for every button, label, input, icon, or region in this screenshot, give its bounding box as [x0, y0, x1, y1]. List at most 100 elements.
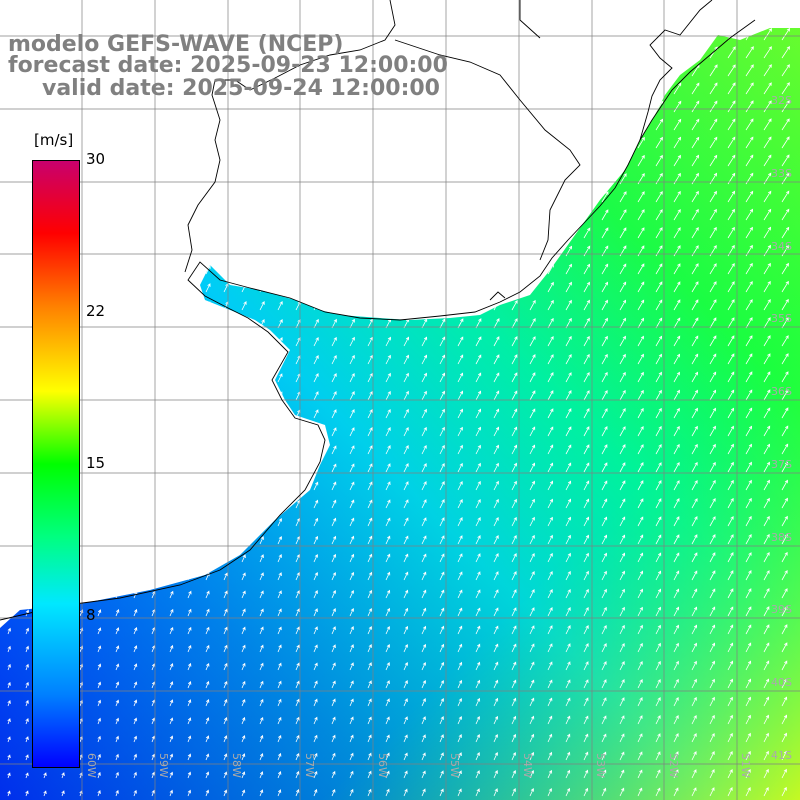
- wind-arrow: [691, 118, 700, 131]
- wind-arrow: [421, 463, 427, 473]
- wind-arrow: [655, 769, 661, 779]
- wind-arrow: [295, 608, 300, 617]
- wind-arrow: [439, 191, 446, 203]
- wind-arrow: [691, 82, 700, 95]
- wind-arrow: [223, 481, 228, 491]
- wind-arrow: [331, 318, 337, 329]
- wind-arrow: [421, 264, 428, 275]
- wind-arrow: [25, 211, 31, 221]
- wind-arrow: [529, 733, 535, 743]
- wind-arrow: [367, 481, 373, 491]
- wind-arrow: [7, 663, 11, 671]
- wind-arrow: [25, 464, 30, 473]
- wind-arrow: [169, 500, 174, 509]
- wind-arrow: [25, 699, 29, 707]
- wind-arrow: [673, 371, 680, 383]
- wind-arrow: [241, 373, 247, 383]
- wind-arrow: [349, 336, 355, 347]
- wind-arrow: [781, 407, 789, 419]
- wind-arrow: [223, 680, 228, 689]
- wind-arrow: [223, 590, 228, 599]
- wind-arrow: [367, 409, 373, 419]
- wind-arrow: [475, 354, 482, 365]
- wind-arrow: [709, 263, 717, 275]
- wind-arrow: [277, 680, 282, 689]
- wind-arrow: [637, 588, 643, 599]
- wind-arrow: [565, 462, 572, 473]
- wind-arrow: [529, 209, 537, 221]
- wind-arrow: [115, 735, 119, 743]
- wind-arrow: [781, 262, 789, 275]
- wind-arrow: [781, 154, 790, 167]
- wind-arrow: [115, 138, 121, 149]
- wind-arrow: [97, 790, 101, 797]
- wind-arrow: [709, 479, 716, 491]
- wind-arrow: [169, 373, 175, 383]
- wind-arrow: [529, 715, 535, 725]
- wind-arrow: [205, 789, 210, 797]
- wind-arrow: [583, 155, 591, 167]
- wind-arrow: [565, 534, 571, 545]
- wind-arrow: [547, 390, 554, 401]
- wind-arrow: [547, 46, 555, 59]
- wind-arrow: [619, 570, 625, 581]
- wind-arrow: [673, 552, 680, 563]
- wind-arrow: [187, 789, 191, 797]
- wind-arrow: [529, 336, 536, 347]
- wind-arrow: [673, 190, 681, 203]
- wind-arrow: [385, 770, 390, 779]
- wind-arrow: [439, 372, 445, 383]
- wind-arrow: [133, 789, 137, 797]
- wind-arrow: [547, 119, 555, 131]
- wind-arrow: [691, 353, 699, 365]
- wind-arrow: [259, 264, 265, 275]
- wind-arrow: [781, 678, 788, 689]
- wind-arrow: [313, 517, 319, 527]
- wind-arrow: [25, 302, 30, 311]
- wind-arrow: [781, 461, 789, 473]
- wind-arrow: [259, 608, 264, 617]
- wind-arrow: [745, 570, 752, 581]
- wind-arrow: [583, 245, 591, 257]
- wind-arrow: [511, 534, 517, 545]
- wind-arrow: [727, 732, 733, 743]
- wind-arrow: [475, 227, 482, 239]
- wind-arrow: [511, 769, 516, 779]
- wind-arrow: [25, 754, 29, 761]
- wind-arrow: [583, 353, 590, 365]
- wind-arrow: [727, 552, 734, 563]
- wind-arrow: [727, 353, 735, 365]
- wind-arrow: [781, 425, 789, 437]
- wind-arrow: [403, 553, 409, 563]
- wind-arrow: [187, 662, 192, 671]
- wind-arrow: [241, 264, 247, 275]
- wind-arrow: [169, 174, 175, 185]
- colorbar-scale: [32, 160, 80, 768]
- wind-arrow: [745, 317, 753, 329]
- wind-arrow: [385, 228, 392, 239]
- wind-arrow: [331, 391, 337, 401]
- wind-arrow: [61, 121, 67, 131]
- wind-arrow: [7, 591, 12, 599]
- wind-arrow: [439, 83, 447, 95]
- wind-arrow: [403, 445, 409, 455]
- wind-arrow: [619, 371, 626, 383]
- wind-arrow: [583, 534, 589, 545]
- wind-arrow: [421, 770, 426, 779]
- wind-arrow: [709, 317, 717, 329]
- wind-arrow: [583, 769, 589, 779]
- wind-arrow: [169, 735, 174, 743]
- wind-arrow: [439, 607, 445, 617]
- wind-arrow: [547, 643, 553, 653]
- wind-arrow: [349, 246, 356, 257]
- wind-arrow: [97, 771, 101, 779]
- wind-arrow: [385, 427, 391, 437]
- wind-arrow: [169, 102, 175, 113]
- wind-arrow: [133, 482, 138, 491]
- wind-arrow: [25, 283, 30, 293]
- wind-arrow: [655, 371, 662, 383]
- wind-arrow: [511, 245, 518, 257]
- wind-arrow: [601, 480, 608, 491]
- wind-arrow: [583, 787, 589, 797]
- wind-arrow: [349, 210, 356, 221]
